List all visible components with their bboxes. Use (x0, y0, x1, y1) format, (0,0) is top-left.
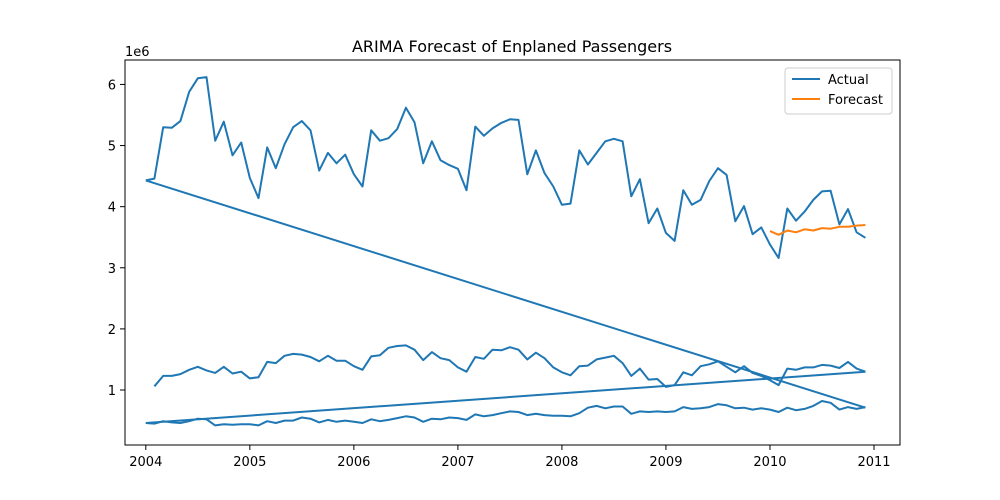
x-tick-label: 2008 (545, 455, 578, 470)
series-line-actual-4 (153, 344, 866, 388)
x-tick-label: 2006 (337, 455, 370, 470)
x-tick-label: 2009 (649, 455, 682, 470)
legend: Actual Forecast (784, 67, 893, 115)
x-tick-label: 2004 (129, 455, 162, 470)
series-line-actual-2 (145, 400, 866, 427)
series-line-actual-3 (145, 370, 866, 424)
y-axis: 1 2 3 4 5 6 (108, 78, 125, 399)
series-layer (145, 76, 866, 427)
x-axis: 2004 2005 2006 2007 2008 2009 2010 2011 (129, 445, 891, 470)
series-forecast (769, 224, 866, 236)
legend-label-actual: Actual (828, 73, 869, 88)
legend-label-forecast: Forecast (828, 93, 883, 108)
series-line-actual-0 (145, 76, 866, 259)
chart-title: ARIMA Forecast of Enplaned Passengers (352, 37, 672, 56)
y-tick-label: 6 (108, 78, 116, 93)
x-tick-label: 2007 (441, 455, 474, 470)
series-actual (145, 76, 866, 427)
y-axis-multiplier: 1e6 (125, 45, 150, 60)
y-tick-label: 4 (108, 201, 116, 216)
series-line-forecast-0 (769, 224, 866, 236)
y-tick-label: 2 (108, 323, 116, 338)
x-tick-label: 2011 (857, 455, 890, 470)
series-line-actual-1 (145, 179, 866, 409)
y-tick-label: 1 (108, 384, 116, 399)
x-tick-label: 2010 (753, 455, 786, 470)
plot-frame (124, 59, 901, 446)
y-tick-label: 3 (108, 262, 116, 277)
x-tick-label: 2005 (233, 455, 266, 470)
y-tick-label: 5 (108, 140, 116, 155)
